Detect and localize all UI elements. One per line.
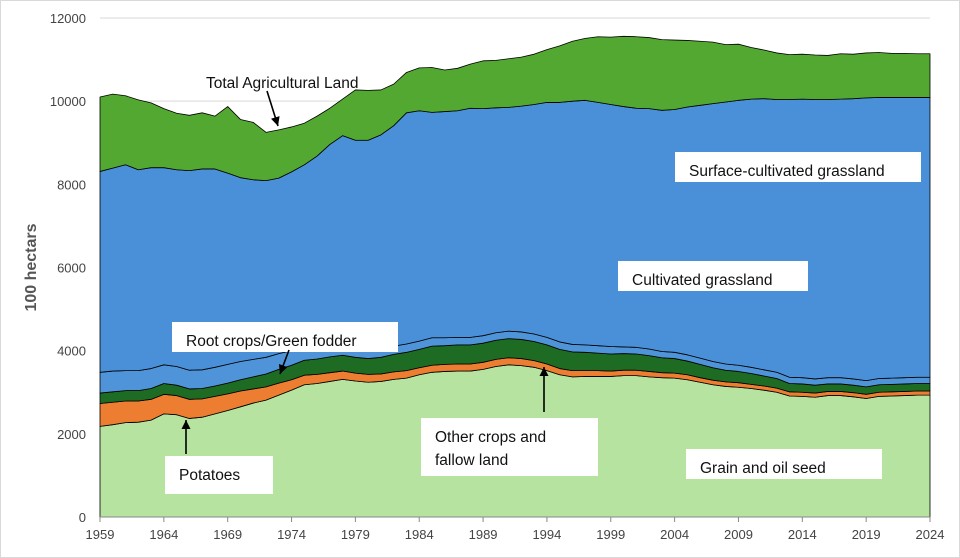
y-tick-label: 2000 [57,427,86,442]
x-tick-label: 1999 [596,527,625,542]
y-tick-label: 0 [79,510,86,525]
arrow-head [271,116,280,126]
x-tick-label: 2019 [852,527,881,542]
annotation-box [165,456,273,494]
annotation-potatoes: Potatoes [165,456,273,494]
x-tick-label: 1994 [532,527,561,542]
arrow-total [266,90,280,127]
annotation-text: Potatoes [179,467,240,484]
x-tick-label: 1984 [405,527,434,542]
annotation-text: Root crops/Green fodder [186,333,357,350]
annotation-text: fallow land [435,452,508,469]
arrow-head [278,363,288,374]
arrow-root [278,349,290,375]
arrow-head [181,420,191,429]
x-tick-label: 1974 [277,527,306,542]
y-tick-label: 10000 [50,94,86,109]
annotation-text: Cultivated grassland [632,272,772,289]
annotation-box [421,418,598,476]
annotation-text: Total Agricultural Land [206,75,359,92]
annotation-box [618,261,808,291]
annotation-total: Total Agricultural Land [206,75,359,92]
annotation-other: Other crops and fallow land [421,418,598,476]
area-surface-cultivated-grassland [99,35,931,181]
x-tick-label: 2004 [660,527,689,542]
x-tick-label: 1959 [86,527,115,542]
y-tick-label: 8000 [57,177,86,192]
x-tick-label: 2024 [916,527,945,542]
y-tick-label: 4000 [57,344,86,359]
y-axis-label: 100 hectars [23,223,40,311]
annotation-grain: Grain and oil seed [686,449,882,479]
x-tick-label: 1969 [213,527,242,542]
annotation-surface: Surface-cultivated grassland [675,152,921,182]
annotation-text: Grain and oil seed [700,460,826,477]
y-tick-label: 12000 [50,11,86,26]
x-tick-label: 1989 [469,527,498,542]
x-tick-label: 1964 [149,527,178,542]
annotation-cultivated: Cultivated grassland [618,261,808,291]
annotation-box [686,449,882,479]
annotation-box [172,322,398,352]
arrow-head [539,367,549,376]
annotation-text: Other crops and [435,429,546,446]
x-tick-label: 2009 [724,527,753,542]
x-tick-label: 1979 [341,527,370,542]
annotation-text: Surface-cultivated grassland [689,163,885,180]
arrow-other [539,367,549,412]
annotation-root: Root crops/Green fodder [172,322,398,352]
y-tick-label: 6000 [57,261,86,276]
annotation-box [675,152,921,182]
x-tick-label: 2014 [788,527,817,542]
arrow-potatoes [181,420,191,454]
